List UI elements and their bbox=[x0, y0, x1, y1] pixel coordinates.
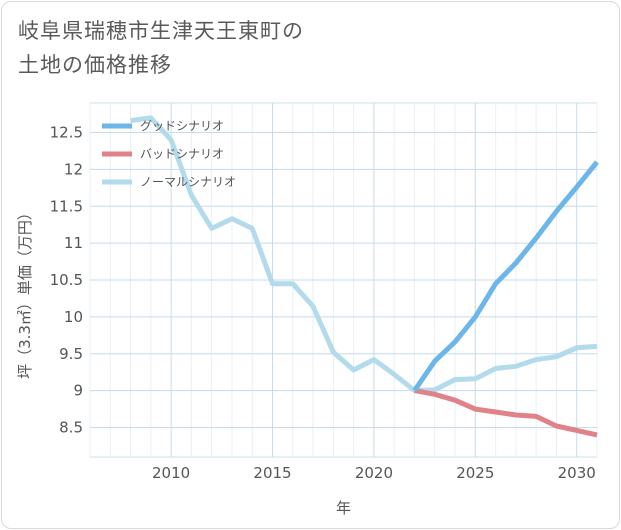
grid bbox=[89, 102, 598, 458]
y-axis-label: 坪（3.3㎡）単価（万円） bbox=[16, 205, 34, 379]
chart-title-line-1: 岐阜県瑞穂市生津天王東町の bbox=[18, 19, 304, 43]
x-tick-label: 2020 bbox=[355, 464, 393, 482]
y-tick-label: 12.5 bbox=[50, 124, 83, 142]
y-tick-label: 10 bbox=[64, 308, 83, 326]
x-tick-label: 2010 bbox=[152, 464, 190, 482]
y-tick-label: 9.5 bbox=[59, 345, 83, 363]
series-line-0 bbox=[412, 160, 599, 393]
legend-label-1: バッドシナリオ bbox=[140, 147, 224, 161]
y-tick-label: 9 bbox=[73, 382, 83, 400]
y-tick-label: 8.5 bbox=[59, 419, 83, 437]
y-tick-label: 11.5 bbox=[50, 197, 83, 215]
x-tick-label: 2030 bbox=[558, 464, 596, 482]
y-tick-label: 12 bbox=[64, 160, 83, 178]
chart-title: 岐阜県瑞穂市生津天王東町の 土地の価格推移 bbox=[18, 14, 438, 82]
y-tick-label: 11 bbox=[64, 234, 83, 252]
series-line-2 bbox=[130, 115, 598, 394]
tick-labels: 2010 2015 2020 2025 2030 8.5 9 9.5 10 10.5 11 11.5 1… bbox=[50, 124, 596, 483]
legend-label-0: グッドシナリオ bbox=[140, 119, 224, 133]
x-axis-label: 年 bbox=[336, 499, 351, 517]
x-tick-label: 2015 bbox=[253, 464, 291, 482]
series-lines bbox=[130, 115, 599, 438]
x-tick-label: 2025 bbox=[456, 464, 494, 482]
legend-label-2: ノーマルシナリオ bbox=[140, 175, 236, 189]
series-line-1 bbox=[414, 388, 598, 438]
chart-title-line-2: 土地の価格推移 bbox=[18, 53, 172, 77]
y-tick-label: 10.5 bbox=[50, 271, 83, 289]
